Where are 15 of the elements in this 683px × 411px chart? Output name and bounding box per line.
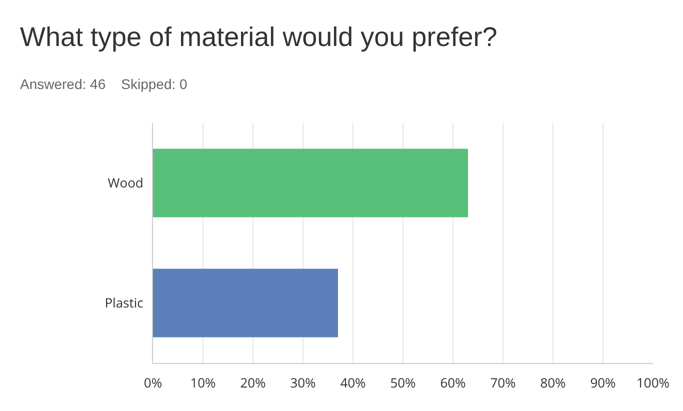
x-tick-label: 100% — [636, 374, 670, 392]
x-tick-label: 20% — [240, 374, 266, 392]
x-tick-label: 50% — [390, 374, 416, 392]
x-tick-label: 10% — [190, 374, 216, 392]
x-tick-label: 0% — [144, 374, 162, 392]
y-tick-label: Plastic — [104, 294, 144, 312]
y-tick-label: Wood — [108, 174, 144, 192]
x-tick-label: 80% — [540, 374, 566, 392]
x-tick-label: 40% — [340, 374, 366, 392]
x-tick-label: 90% — [590, 374, 616, 392]
chart-subtitle: Answered: 46 Skipped: 0 — [20, 76, 188, 92]
chart-title: What type of material would you prefer? — [20, 22, 498, 53]
x-tick-label: 70% — [490, 374, 516, 392]
x-tick-label: 60% — [440, 374, 466, 392]
x-tick-label: 30% — [290, 374, 316, 392]
